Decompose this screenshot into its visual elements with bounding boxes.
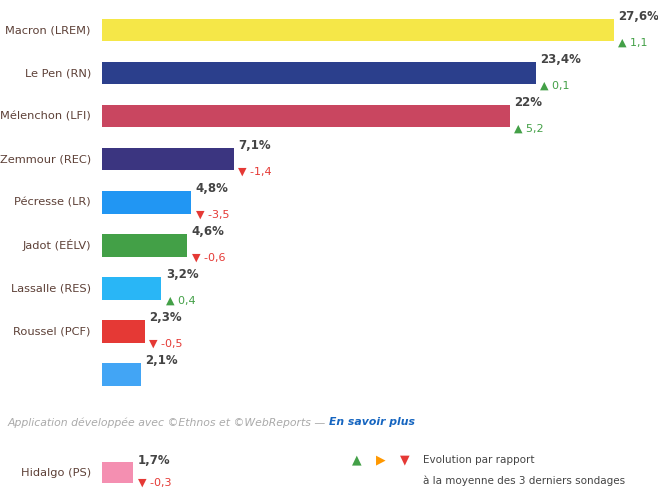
Text: ▲ 1,1: ▲ 1,1	[618, 38, 647, 48]
Text: ▶: ▶	[376, 454, 386, 467]
Text: ▲ 5,2: ▲ 5,2	[515, 124, 544, 134]
Bar	[102, 62, 536, 84]
Bar	[102, 462, 134, 482]
Text: 2,3%: 2,3%	[149, 311, 182, 324]
Text: ▲ 0,4: ▲ 0,4	[166, 296, 195, 306]
Text: Pécresse (LR): Pécresse (LR)	[14, 198, 91, 207]
Text: Application développée avec ©Ethnos et ©WebReports —: Application développée avec ©Ethnos et ©…	[7, 417, 329, 428]
Text: ▲ 0,1: ▲ 0,1	[540, 80, 570, 90]
Text: ▼ -1,4: ▼ -1,4	[238, 166, 272, 176]
Bar	[102, 191, 191, 214]
Bar	[102, 148, 234, 171]
Text: Roussel (PCF): Roussel (PCF)	[14, 326, 91, 336]
Text: 4,6%: 4,6%	[192, 225, 225, 238]
Bar	[102, 19, 613, 42]
Text: En savoir plus: En savoir plus	[329, 418, 415, 428]
Bar	[102, 234, 188, 256]
Text: 27,6%: 27,6%	[618, 10, 658, 23]
Text: ▼ -0,3: ▼ -0,3	[138, 478, 172, 488]
Bar	[102, 105, 510, 128]
Text: 4,8%: 4,8%	[195, 182, 228, 195]
Bar	[102, 364, 141, 386]
Text: Jadot (EÉLV): Jadot (EÉLV)	[22, 240, 91, 252]
Text: Macron (LREM): Macron (LREM)	[5, 25, 91, 35]
Text: ▼ -3,5: ▼ -3,5	[195, 210, 229, 220]
Bar	[102, 320, 145, 342]
Text: Le Pen (RN): Le Pen (RN)	[24, 68, 91, 78]
Text: Hidalgo (PS): Hidalgo (PS)	[21, 468, 91, 477]
Text: à la moyenne des 3 derniers sondages: à la moyenne des 3 derniers sondages	[422, 476, 624, 486]
Text: ▼ -0,5: ▼ -0,5	[149, 339, 183, 349]
Text: Evolution par rapport: Evolution par rapport	[422, 456, 534, 466]
Text: 23,4%: 23,4%	[540, 53, 581, 66]
Text: ▲: ▲	[352, 454, 362, 467]
Text: ▼ -0,6: ▼ -0,6	[192, 252, 226, 262]
Text: 22%: 22%	[515, 96, 542, 109]
Text: 2,1%: 2,1%	[145, 354, 178, 367]
Text: ▼: ▼	[400, 454, 410, 467]
Bar	[102, 277, 161, 299]
Text: Zemmour (REC): Zemmour (REC)	[0, 154, 91, 164]
Text: 1,7%: 1,7%	[138, 454, 171, 467]
Text: 3,2%: 3,2%	[166, 268, 199, 281]
Text: Lassalle (RES): Lassalle (RES)	[11, 284, 91, 294]
Text: 7,1%: 7,1%	[238, 139, 271, 152]
Text: Mélenchon (LFI): Mélenchon (LFI)	[0, 111, 91, 121]
